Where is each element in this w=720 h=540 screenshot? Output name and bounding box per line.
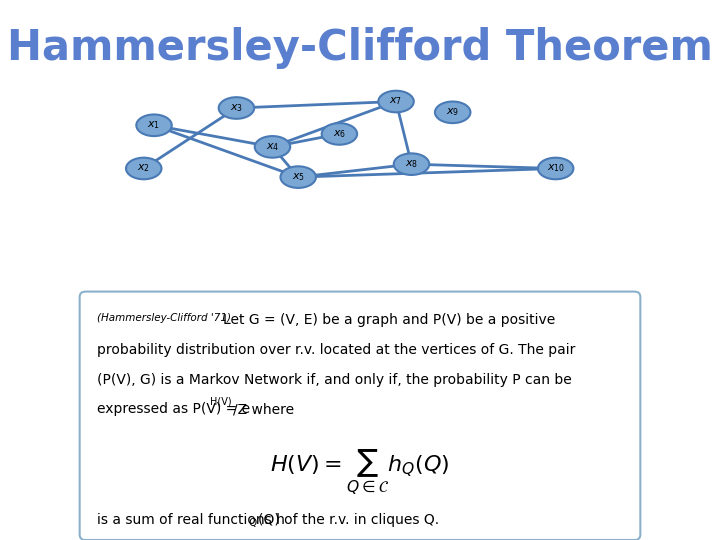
Text: $x_{4}$: $x_{4}$ [266, 141, 279, 153]
Ellipse shape [281, 166, 316, 188]
Text: $x_{1}$: $x_{1}$ [148, 119, 161, 131]
Text: H(V): H(V) [210, 397, 232, 407]
Text: expressed as P(V) = e: expressed as P(V) = e [96, 402, 250, 416]
Ellipse shape [394, 153, 429, 175]
Text: $x_{9}$: $x_{9}$ [446, 106, 459, 118]
Text: $x_{10}$: $x_{10}$ [546, 163, 564, 174]
Ellipse shape [126, 158, 161, 179]
Ellipse shape [219, 97, 254, 119]
Text: $x_{2}$: $x_{2}$ [138, 163, 150, 174]
Text: (Hammersley-Clifford '71): (Hammersley-Clifford '71) [96, 313, 231, 323]
Ellipse shape [255, 136, 290, 158]
Ellipse shape [378, 91, 414, 112]
Text: $x_{8}$: $x_{8}$ [405, 158, 418, 170]
Text: $x_{6}$: $x_{6}$ [333, 128, 346, 140]
Ellipse shape [136, 114, 172, 136]
Text: $x_{7}$: $x_{7}$ [390, 96, 402, 107]
Text: (Q) of the r.v. in cliques Q.: (Q) of the r.v. in cliques Q. [258, 513, 439, 527]
Text: $x_{3}$: $x_{3}$ [230, 102, 243, 114]
Ellipse shape [322, 123, 357, 145]
Ellipse shape [538, 158, 573, 179]
Text: Q: Q [248, 518, 257, 529]
FancyBboxPatch shape [80, 292, 640, 540]
Text: /Z where: /Z where [233, 402, 294, 416]
Text: (P(V), G) is a Markov Network if, and only if, the probability P can be: (P(V), G) is a Markov Network if, and on… [96, 373, 572, 387]
Text: Let G = (V, E) be a graph and P(V) be a positive: Let G = (V, E) be a graph and P(V) be a … [222, 313, 555, 327]
Text: probability distribution over r.v. located at the vertices of G. The pair: probability distribution over r.v. locat… [96, 343, 575, 357]
Text: $H(V) = \sum_{Q \in \mathcal{C}} h_Q(Q)$: $H(V) = \sum_{Q \in \mathcal{C}} h_Q(Q)$ [271, 448, 449, 497]
Ellipse shape [435, 102, 470, 123]
Text: Hammersley-Clifford Theorem: Hammersley-Clifford Theorem [7, 27, 713, 69]
Text: $x_{5}$: $x_{5}$ [292, 171, 305, 183]
Text: is a sum of real functions h: is a sum of real functions h [96, 513, 284, 527]
